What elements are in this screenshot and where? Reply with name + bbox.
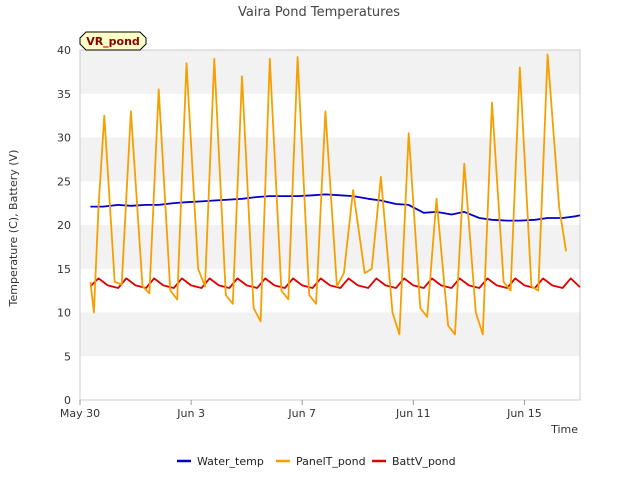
y-tick-label: 30 (57, 132, 71, 145)
legend: Water_temp PanelT_pond BattV_pond (177, 455, 456, 468)
x-tick-label: Jun 7 (287, 407, 316, 420)
x-tick-label: Jun 3 (176, 407, 205, 420)
grid-bands (80, 50, 580, 400)
y-axis: 0 5 10 15 20 25 30 35 40 (57, 44, 71, 407)
grid-band (80, 356, 580, 400)
legend-label: Water_temp (197, 455, 264, 468)
x-tick-label: Jun 15 (506, 407, 542, 420)
grid-band (80, 50, 580, 94)
grid-band (80, 268, 580, 313)
legend-item-battv-pond: BattV_pond (372, 455, 456, 468)
y-tick-label: 5 (64, 350, 71, 363)
y-tick-label: 25 (57, 175, 71, 188)
grid-band (80, 312, 580, 357)
badge-label: VR_pond (86, 35, 140, 48)
grid-band (80, 93, 580, 138)
x-tick-label: Jun 11 (395, 407, 431, 420)
badge-box (79, 31, 147, 51)
y-tick-label: 15 (57, 263, 71, 276)
y-axis-label: Temperature (C), Battery (V) (7, 150, 20, 308)
y-tick-label: 0 (64, 394, 71, 407)
station-badge: VR_pond (79, 31, 147, 51)
series-line-battv-pond (89, 277, 581, 289)
y-tick-label: 40 (57, 44, 71, 57)
legend-label: BattV_pond (392, 455, 456, 468)
legend-item-panelt-pond: PanelT_pond (276, 455, 366, 468)
legend-item-water-temp: Water_temp (177, 455, 264, 468)
series-line-water-temp (90, 193, 581, 222)
x-tick-label: May 30 (60, 407, 100, 420)
y-tick-label: 35 (57, 88, 71, 101)
series-line-panelt-pond (89, 53, 567, 336)
x-axis: May 30 Jun 3 Jun 7 Jun 11 Jun 15 (60, 400, 542, 420)
grid-band (80, 225, 580, 269)
plot-frame (79, 49, 581, 401)
y-tick-label: 20 (57, 219, 71, 232)
series-lines (89, 53, 581, 336)
legend-label: PanelT_pond (296, 455, 366, 468)
y-tick-label: 10 (57, 307, 71, 320)
chart-title: Vaira Pond Temperatures (238, 5, 400, 20)
x-axis-label: Time (550, 423, 578, 436)
